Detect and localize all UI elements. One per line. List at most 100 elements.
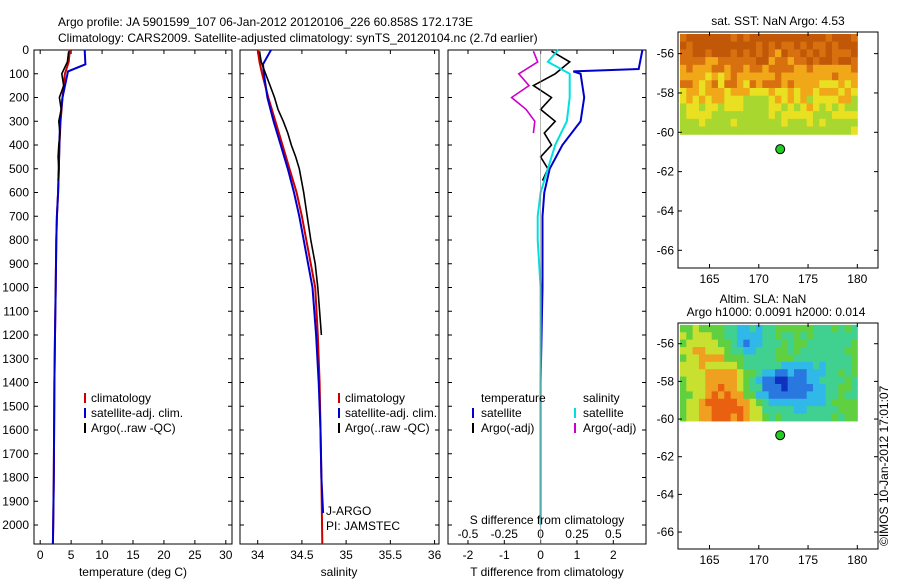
- field-cell: [850, 391, 858, 400]
- map-y-tick-label: -64: [657, 487, 675, 501]
- field-cell: [793, 376, 801, 385]
- field-cell: [850, 376, 858, 385]
- field-cell: [768, 64, 776, 74]
- sst-map-title: sat. SST: NaN Argo: 4.53: [711, 14, 845, 28]
- field-cell: [717, 361, 725, 370]
- field-cell: [724, 72, 732, 81]
- field-cell: [679, 369, 687, 378]
- field-cell: [819, 49, 827, 58]
- field-cell: [800, 354, 808, 363]
- difference-axes-box: [447, 49, 647, 545]
- depth-tick-label: 1900: [2, 494, 29, 508]
- field-cell: [736, 354, 744, 363]
- field-cell: [800, 126, 808, 135]
- field-cell: [724, 376, 732, 385]
- field-cell: [711, 339, 719, 348]
- field-cell: [844, 398, 852, 407]
- field-cell: [819, 103, 827, 112]
- field-cell: [724, 111, 732, 120]
- field-cell: [800, 64, 808, 74]
- field-cell: [762, 324, 770, 333]
- field-cell: [692, 49, 700, 58]
- field-cell: [768, 33, 776, 43]
- field-cell: [711, 332, 719, 341]
- field-cell: [838, 64, 846, 74]
- field-cell: [730, 80, 738, 89]
- field-cell: [768, 72, 776, 81]
- field-cell: [850, 95, 858, 104]
- map-y-tick-label: -66: [657, 525, 675, 539]
- field-cell: [679, 80, 687, 89]
- field-cell: [692, 398, 700, 407]
- temperature-legend: climatology satellite-adj. clim. Argo(..…: [84, 391, 183, 435]
- series-line-argo-raw-qc-: [57, 51, 70, 181]
- field-cell: [768, 111, 776, 120]
- field-cell: [736, 72, 744, 81]
- field-cell: [812, 72, 820, 81]
- field-cell: [819, 361, 827, 370]
- field-cell: [686, 391, 694, 400]
- field-cell: [838, 369, 846, 378]
- field-cell: [831, 339, 839, 348]
- field-cell: [793, 361, 801, 370]
- depth-axis-ticks: 0 100 200 300 400 500 600 700 800 900 1000 1100 1200…: [2, 43, 646, 532]
- temperature-x-ticks: 0 5 10 15 20 25 30: [37, 50, 233, 562]
- field-cell: [730, 406, 738, 415]
- field-cell: [844, 383, 852, 392]
- field-cell: [781, 332, 789, 341]
- field-cell: [686, 398, 694, 407]
- field-cell: [717, 339, 725, 348]
- field-cell: [730, 398, 738, 407]
- x-tick-label: 0: [537, 548, 544, 562]
- field-cell: [749, 324, 757, 333]
- series-line-satellite-adj-clim-: [51, 49, 87, 545]
- field-cell: [800, 383, 808, 392]
- depth-tick-label: 1600: [2, 423, 29, 437]
- field-cell: [730, 376, 738, 385]
- field-cell: [762, 95, 770, 104]
- field-cell: [812, 103, 820, 112]
- field-cell: [819, 118, 827, 128]
- field-cell: [819, 369, 827, 378]
- float-program-label: J-ARGO: [326, 504, 371, 518]
- field-cell: [800, 57, 808, 66]
- field-cell: [806, 72, 814, 81]
- field-cell: [762, 347, 770, 355]
- field-cell: [724, 413, 732, 422]
- field-cell: [800, 369, 808, 378]
- field-cell: [679, 118, 687, 128]
- field-cell: [838, 347, 846, 355]
- difference-t-x-ticks: -2 -1 0 1 2: [463, 50, 617, 562]
- field-cell: [679, 361, 687, 370]
- field-cell: [831, 118, 839, 128]
- field-cell: [825, 87, 833, 97]
- field-cell: [768, 369, 776, 378]
- field-cell: [774, 87, 782, 97]
- field-cell: [774, 72, 782, 81]
- field-cell: [844, 57, 852, 66]
- field-cell: [831, 111, 839, 120]
- field-cell: [838, 118, 846, 128]
- field-cell: [812, 324, 820, 333]
- field-cell: [787, 324, 795, 333]
- field-cell: [717, 354, 725, 363]
- field-cell: [755, 72, 763, 81]
- field-cell: [730, 49, 738, 58]
- depth-tick-label: 1500: [2, 399, 29, 413]
- field-cell: [705, 80, 713, 89]
- field-cell: [793, 111, 801, 120]
- field-cell: [736, 64, 744, 74]
- field-cell: [749, 33, 757, 43]
- field-cell: [793, 398, 801, 407]
- field-cell: [717, 347, 725, 355]
- field-cell: [705, 369, 713, 378]
- map-y-tick-label: -64: [657, 204, 675, 218]
- field-cell: [717, 126, 725, 135]
- x-tick-label: 2: [610, 548, 617, 562]
- field-cell: [838, 80, 846, 89]
- depth-tick-label: 900: [9, 257, 29, 271]
- field-cell: [812, 339, 820, 348]
- field-cell: [838, 354, 846, 363]
- field-cell: [711, 376, 719, 385]
- field-cell: [806, 33, 814, 43]
